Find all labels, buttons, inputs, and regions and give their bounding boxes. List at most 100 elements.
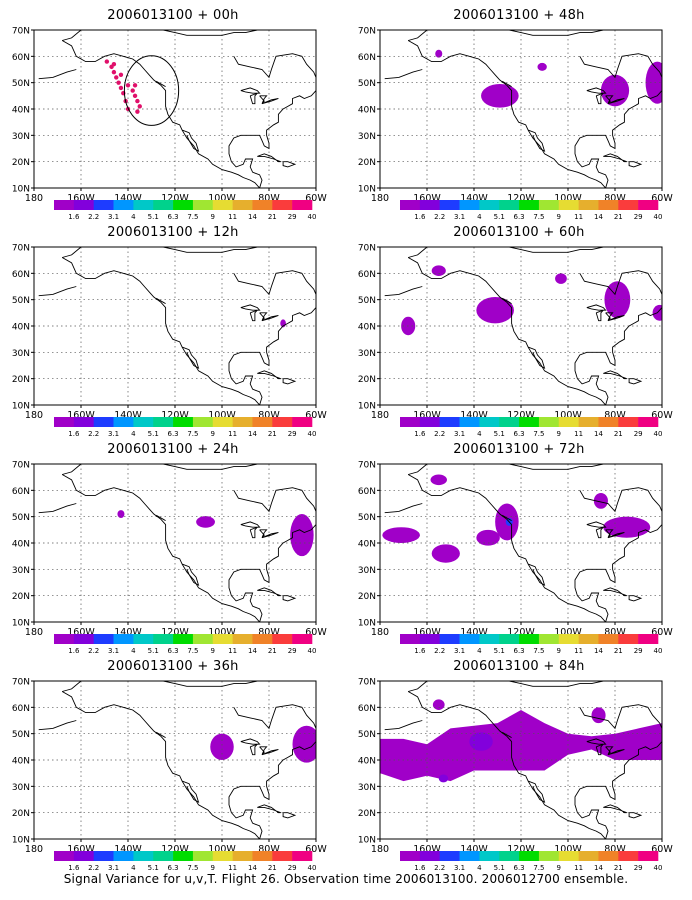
colorbar-swatch [252, 200, 273, 210]
colorbar-label: 14 [248, 864, 257, 872]
colorbar-label: 4 [477, 647, 482, 655]
coastline [315, 82, 316, 91]
colorbar-label: 7.5 [533, 647, 544, 655]
coastline [603, 804, 627, 814]
x-tick-label: 60W [305, 193, 327, 204]
colorbar-swatch [459, 417, 480, 427]
colorbar-label: 4 [477, 213, 482, 221]
colorbar-swatch [459, 634, 480, 644]
variance-region [604, 281, 631, 319]
coastline [574, 741, 662, 839]
variance-region [476, 297, 514, 324]
colorbar-swatch [133, 851, 154, 861]
colorbar-swatch [173, 634, 194, 644]
x-tick-label: 140W [460, 410, 488, 421]
x-tick-label: 160W [413, 627, 441, 638]
y-tick-label: 50N [12, 513, 30, 523]
coastline [579, 270, 662, 296]
colorbar-label: 11 [228, 430, 237, 438]
coastline [384, 69, 423, 80]
variance-region [210, 733, 234, 760]
x-tick-label: 100W [208, 410, 236, 421]
colorbar-swatch [598, 417, 619, 427]
coastline [607, 532, 625, 539]
colorbar-swatch [499, 200, 520, 210]
colorbar-label: 21 [268, 213, 277, 221]
colorbar-label: 2.2 [434, 864, 445, 872]
map-panel: 2006013100 + 84h 10N 20N 30N 40N 50N 60N 70N 180… [346, 659, 692, 876]
coastline [628, 595, 643, 602]
observation-point [135, 109, 140, 114]
y-tick-label: 30N [358, 566, 376, 576]
colorbar-label: 1.6 [68, 430, 80, 438]
y-tick-label: 50N [12, 79, 30, 89]
coastline [282, 812, 297, 819]
colorbar-swatch [419, 417, 440, 427]
coastline [155, 297, 166, 304]
coastline [249, 743, 258, 756]
colorbar-label: 4 [131, 213, 136, 221]
colorbar-swatch [232, 634, 253, 644]
colorbar-swatch [578, 634, 599, 644]
map-panel: 2006013100 + 60h 10N 20N 30N 40N 50N 60N 70N 180… [346, 225, 692, 442]
map-plot: 10N 20N 30N 40N 50N 60N 70N 180 160W 140W 120W 100W… [358, 244, 674, 439]
colorbar-label: 2.2 [434, 430, 445, 438]
colorbar-swatch [499, 851, 520, 861]
colorbar-label: 7.5 [533, 430, 544, 438]
colorbar-label: 11 [228, 213, 237, 221]
observation-point [116, 80, 121, 85]
variance-region [290, 514, 314, 557]
observation-point [132, 83, 138, 88]
coastline [605, 746, 614, 755]
coastline [384, 286, 423, 297]
x-tick-label: 60W [651, 627, 673, 638]
colorbar-swatch [519, 851, 540, 861]
variance-region [469, 732, 493, 751]
variance-region [117, 510, 125, 518]
y-tick-label: 50N [12, 296, 30, 306]
colorbar-swatch [212, 851, 233, 861]
colorbar-label: 7.5 [187, 647, 198, 655]
panel-title: 2006013100 + 00h [107, 8, 239, 23]
x-tick-label: 180 [25, 627, 43, 638]
coastline [228, 307, 316, 405]
map-plot: 10N 20N 30N 40N 50N 60N 70N 180 160W 140W 120W 100W… [12, 244, 328, 439]
coastline [62, 247, 105, 258]
colorbar-label: 14 [594, 864, 603, 872]
colorbar-label: 40 [654, 647, 663, 655]
x-tick-label: 180 [371, 844, 389, 855]
y-tick-label: 10N [358, 836, 376, 846]
colorbar-swatch [439, 417, 460, 427]
coastline [257, 804, 281, 814]
map-plot: 10N 20N 30N 40N 50N 60N 70N 180 160W 140W 120W 100W… [12, 678, 328, 873]
colorbar-label: 14 [594, 213, 603, 221]
y-tick-label: 70N [12, 678, 30, 688]
coastline [628, 812, 643, 819]
colorbar-label: 1.6 [414, 864, 426, 872]
x-tick-label: 100W [554, 193, 582, 204]
colorbar-swatch [93, 417, 114, 427]
colorbar-swatch [113, 634, 134, 644]
colorbar-label: 7.5 [187, 864, 198, 872]
colorbar-label: 6.3 [514, 213, 525, 221]
coastline [527, 346, 546, 370]
observation-point [104, 59, 110, 64]
colorbar-label: 14 [248, 430, 257, 438]
coastline [501, 297, 512, 304]
x-tick-label: 80W [258, 193, 280, 204]
x-tick-label: 100W [554, 410, 582, 421]
colorbar-label: 1.6 [414, 647, 426, 655]
coastline [61, 474, 260, 622]
colorbar-swatch [192, 417, 214, 427]
colorbar-swatch [519, 200, 540, 210]
observation-point [111, 62, 117, 67]
colorbar-swatch [292, 851, 313, 861]
y-tick-label: 10N [12, 619, 30, 629]
colorbar-label: 14 [248, 647, 257, 655]
colorbar-swatch [232, 851, 253, 861]
colorbar-swatch [558, 851, 579, 861]
colorbar-swatch [558, 634, 579, 644]
coastline [527, 780, 546, 804]
colorbar-label: 9 [557, 213, 561, 221]
colorbar-label: 29 [634, 430, 643, 438]
